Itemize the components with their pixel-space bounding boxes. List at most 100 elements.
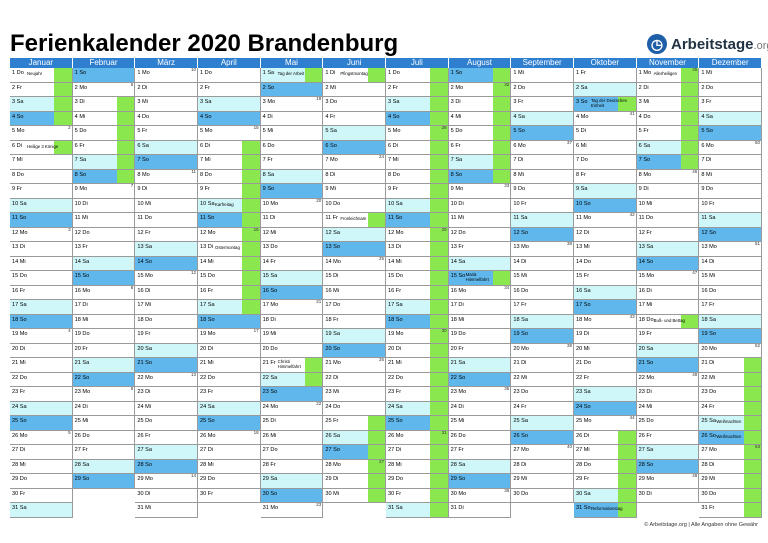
- holiday-name: Weihnachten: [716, 419, 742, 424]
- week-number: 14: [190, 473, 196, 478]
- day-label: 14 Di: [701, 258, 715, 265]
- vacation-marker: [618, 474, 636, 488]
- day-cell: 25 Mi: [72, 416, 136, 431]
- day-cell: 7 Do: [574, 155, 637, 170]
- day-cell: 11 Mi: [448, 213, 512, 228]
- day-label: 9 Mi: [325, 186, 336, 192]
- day-label: 12 Mo: [12, 229, 28, 236]
- day-cell: 3 Sa: [10, 97, 73, 112]
- day-cell: 10 Sa: [10, 198, 73, 213]
- day-cell: 26 Mo 31: [386, 430, 449, 445]
- day-label: 16 So: [262, 287, 278, 294]
- day-label: 10 Mi: [638, 200, 653, 207]
- day-cell: 23 Mo 35: [448, 386, 512, 402]
- day-cell: 22 So: [448, 372, 512, 387]
- week-number: 11: [191, 168, 196, 174]
- day-label: 10 Fr: [701, 200, 715, 207]
- day-cell: 23 Fr: [10, 387, 73, 402]
- day-cell: 8 Sa: [260, 169, 324, 184]
- week-number: 50: [754, 139, 760, 145]
- day-cell: 8 Fr: [574, 169, 637, 184]
- week-number: 42: [629, 212, 635, 217]
- day-cell: 2 Do: [511, 82, 574, 97]
- day-label: 20 Do: [262, 345, 278, 352]
- day-label: 26 Fr: [137, 432, 151, 439]
- day-label: 10 Di: [450, 200, 464, 207]
- day-cell: 9 Mo 33: [448, 183, 512, 199]
- day-label: 10 Sa: [388, 200, 403, 207]
- day-cell: 11 Do: [135, 213, 198, 228]
- day-label: 23 Sa: [576, 389, 591, 395]
- day-cell: 28 Mi: [10, 459, 73, 474]
- day-label: 30 Mi: [325, 490, 340, 497]
- day-label: 21 Sa: [450, 360, 466, 366]
- vacation-marker: [367, 430, 385, 444]
- day-cell: 21 Di: [699, 358, 762, 373]
- day-cell: 14 So: [636, 256, 700, 271]
- day-label: 9 Di: [638, 186, 649, 192]
- day-cell: 26 Fr: [636, 430, 700, 445]
- day-label: 2 So: [262, 84, 275, 91]
- day-label: 17 Sa: [12, 302, 27, 308]
- day-cell: 19 Do: [72, 329, 136, 344]
- day-cell: 17 Sa: [386, 300, 449, 315]
- day-label: 8 Mi: [701, 171, 712, 178]
- day-label: 3 Fr: [701, 99, 712, 105]
- week-number: 35: [504, 386, 510, 391]
- day-label: 14 Mi: [12, 258, 26, 265]
- vacation-marker: [242, 271, 260, 285]
- day-cell: 15 Mi: [511, 271, 574, 286]
- day-cell: 14 Mo 25: [323, 256, 386, 271]
- day-label: 26 Mi: [262, 432, 277, 439]
- day-cell: 20 Fr: [448, 343, 512, 358]
- day-cell: 17 Sa: [198, 300, 261, 315]
- day-label: 24 Di: [74, 403, 88, 410]
- day-cell: 18 Mi: [448, 314, 512, 329]
- day-label: 12 Mi: [262, 229, 277, 236]
- day-cell: 5 Mo 15: [198, 125, 261, 141]
- day-cell: 25 Fr: [323, 416, 386, 431]
- day-cell: 31 Fr: [699, 503, 762, 518]
- week-number: 16: [253, 226, 259, 232]
- day-label: 3 Sa: [388, 99, 400, 105]
- day-label: 1 Mo: [137, 70, 150, 76]
- day-cell: 16 So: [260, 285, 324, 300]
- day-label: 8 Mi: [513, 171, 524, 178]
- vacation-marker: [54, 68, 72, 82]
- week-number: 28: [441, 125, 447, 130]
- day-label: 11 Sa: [513, 215, 528, 221]
- day-cell: 15 Mo 47: [636, 270, 700, 286]
- week-number: 33: [504, 183, 510, 188]
- day-label: 30 So: [262, 490, 278, 497]
- day-cell: 4 Sa: [511, 111, 574, 126]
- vacation-marker: [430, 329, 448, 343]
- day-cell: 13 Fr: [448, 242, 512, 257]
- day-label: 11 Sa: [701, 215, 716, 221]
- day-cell: 2 Di: [636, 82, 700, 97]
- day-label: 23 So: [262, 389, 278, 395]
- vacation-marker: [430, 242, 448, 256]
- day-label: 20 Sa: [137, 345, 152, 352]
- day-label: 18 Di: [262, 316, 276, 323]
- vacation-marker: [54, 82, 72, 96]
- vacation-marker: [430, 271, 448, 285]
- day-label: 21 So: [638, 360, 654, 366]
- day-label: 19 Mo: [200, 331, 216, 337]
- day-cell: 23 Di: [135, 387, 198, 402]
- week-number: 15: [253, 125, 259, 130]
- day-label: 29 Sa: [262, 476, 278, 482]
- day-cell: 7 Mi: [198, 155, 261, 170]
- day-label: 6 Mo: [701, 142, 714, 149]
- holiday-name: Tag der Deutschen Einheit: [591, 98, 628, 108]
- day-cell: 14 Sa: [72, 256, 136, 271]
- day-cell: 25 Do: [636, 416, 700, 431]
- day-cell: 1 Do: [386, 68, 449, 83]
- day-label: 28 Sa: [74, 461, 90, 468]
- day-cell: 29 Di: [323, 474, 386, 489]
- day-cell: 2 Sa: [574, 82, 637, 97]
- vacation-marker: [681, 140, 699, 154]
- day-label: 20 Sa: [638, 345, 654, 352]
- day-cell: 14 Mi: [198, 256, 261, 271]
- day-label: 14 Do: [576, 258, 591, 265]
- day-label: 1 Di: [325, 70, 336, 76]
